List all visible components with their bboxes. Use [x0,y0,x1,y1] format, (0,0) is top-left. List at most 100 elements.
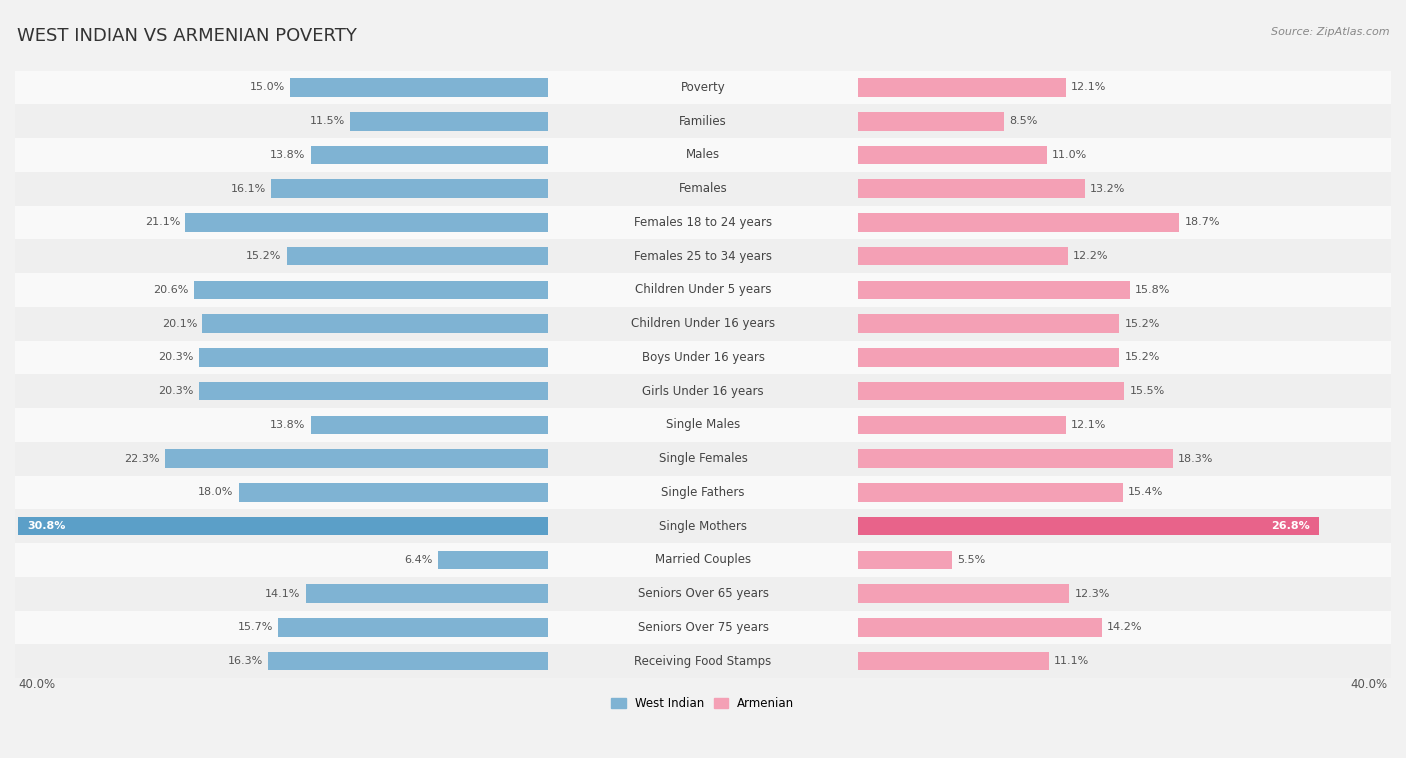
Text: Receiving Food Stamps: Receiving Food Stamps [634,655,772,668]
Text: Married Couples: Married Couples [655,553,751,566]
Bar [267,652,548,671]
Bar [15,307,1391,340]
Bar [858,247,1067,265]
Bar [15,644,1391,678]
Bar [15,70,1391,105]
Text: 26.8%: 26.8% [1271,522,1310,531]
Bar [858,618,1102,637]
Text: 14.2%: 14.2% [1107,622,1143,632]
Text: 40.0%: 40.0% [1350,678,1388,691]
Bar [858,280,1129,299]
Bar [18,517,548,535]
Bar [858,213,1180,232]
Bar [858,584,1070,603]
Bar [858,550,952,569]
Bar [15,138,1391,172]
Text: Single Females: Single Females [658,453,748,465]
Bar [15,172,1391,205]
Text: 11.5%: 11.5% [309,116,346,127]
Bar [15,340,1391,374]
Text: 15.2%: 15.2% [1125,352,1160,362]
Text: 15.8%: 15.8% [1135,285,1170,295]
Text: 16.1%: 16.1% [231,183,266,194]
Text: Females: Females [679,182,727,196]
Bar [15,240,1391,273]
Text: 5.5%: 5.5% [957,555,986,565]
Bar [858,652,1049,671]
Bar [858,449,1173,468]
Bar [15,105,1391,138]
Text: Source: ZipAtlas.com: Source: ZipAtlas.com [1271,27,1389,36]
Text: Girls Under 16 years: Girls Under 16 years [643,385,763,398]
Bar [15,577,1391,610]
Bar [200,348,548,367]
Text: Seniors Over 65 years: Seniors Over 65 years [637,587,769,600]
Bar [15,374,1391,408]
Bar [350,112,548,130]
Bar [15,408,1391,442]
Text: 8.5%: 8.5% [1010,116,1038,127]
Bar [202,315,548,333]
Bar [305,584,548,603]
Text: 12.1%: 12.1% [1071,420,1107,430]
Text: 20.3%: 20.3% [159,386,194,396]
Text: 21.1%: 21.1% [145,218,180,227]
Bar [15,610,1391,644]
Bar [278,618,548,637]
Text: 13.2%: 13.2% [1090,183,1125,194]
Text: Females 18 to 24 years: Females 18 to 24 years [634,216,772,229]
Text: Single Mothers: Single Mothers [659,520,747,533]
Text: 11.1%: 11.1% [1054,656,1090,666]
Bar [858,146,1047,164]
Bar [858,180,1085,198]
Text: 40.0%: 40.0% [18,678,56,691]
Text: 15.2%: 15.2% [246,251,281,262]
Text: 15.7%: 15.7% [238,622,273,632]
Bar [15,509,1391,543]
Bar [858,112,1004,130]
Text: WEST INDIAN VS ARMENIAN POVERTY: WEST INDIAN VS ARMENIAN POVERTY [17,27,357,45]
Bar [858,315,1119,333]
Text: 15.5%: 15.5% [1129,386,1164,396]
Bar [287,247,548,265]
Text: 22.3%: 22.3% [124,454,159,464]
Text: 20.6%: 20.6% [153,285,188,295]
Bar [858,483,1122,502]
Bar [15,205,1391,240]
Text: 18.3%: 18.3% [1178,454,1213,464]
Text: 18.0%: 18.0% [198,487,233,497]
Bar [311,146,548,164]
Bar [165,449,548,468]
Text: 12.2%: 12.2% [1073,251,1108,262]
Text: Children Under 16 years: Children Under 16 years [631,317,775,330]
Bar [239,483,548,502]
Text: 16.3%: 16.3% [228,656,263,666]
Bar [439,550,548,569]
Bar [200,382,548,400]
Bar [290,78,548,97]
Text: Single Fathers: Single Fathers [661,486,745,499]
Bar [858,382,1125,400]
Text: 13.8%: 13.8% [270,420,305,430]
Bar [15,543,1391,577]
Bar [15,475,1391,509]
Text: Males: Males [686,149,720,161]
Text: 20.1%: 20.1% [162,318,197,329]
Text: 18.7%: 18.7% [1185,218,1220,227]
Text: Children Under 5 years: Children Under 5 years [634,283,772,296]
Text: Females 25 to 34 years: Females 25 to 34 years [634,249,772,263]
Text: 30.8%: 30.8% [27,522,66,531]
Text: 15.4%: 15.4% [1128,487,1163,497]
Bar [858,78,1066,97]
Bar [186,213,548,232]
Text: Poverty: Poverty [681,81,725,94]
Text: 12.1%: 12.1% [1071,83,1107,92]
Bar [15,442,1391,475]
Text: Single Males: Single Males [666,418,740,431]
Text: 20.3%: 20.3% [159,352,194,362]
Bar [271,180,548,198]
Bar [858,415,1066,434]
Text: 14.1%: 14.1% [266,589,301,599]
Text: Families: Families [679,114,727,128]
Text: 13.8%: 13.8% [270,150,305,160]
